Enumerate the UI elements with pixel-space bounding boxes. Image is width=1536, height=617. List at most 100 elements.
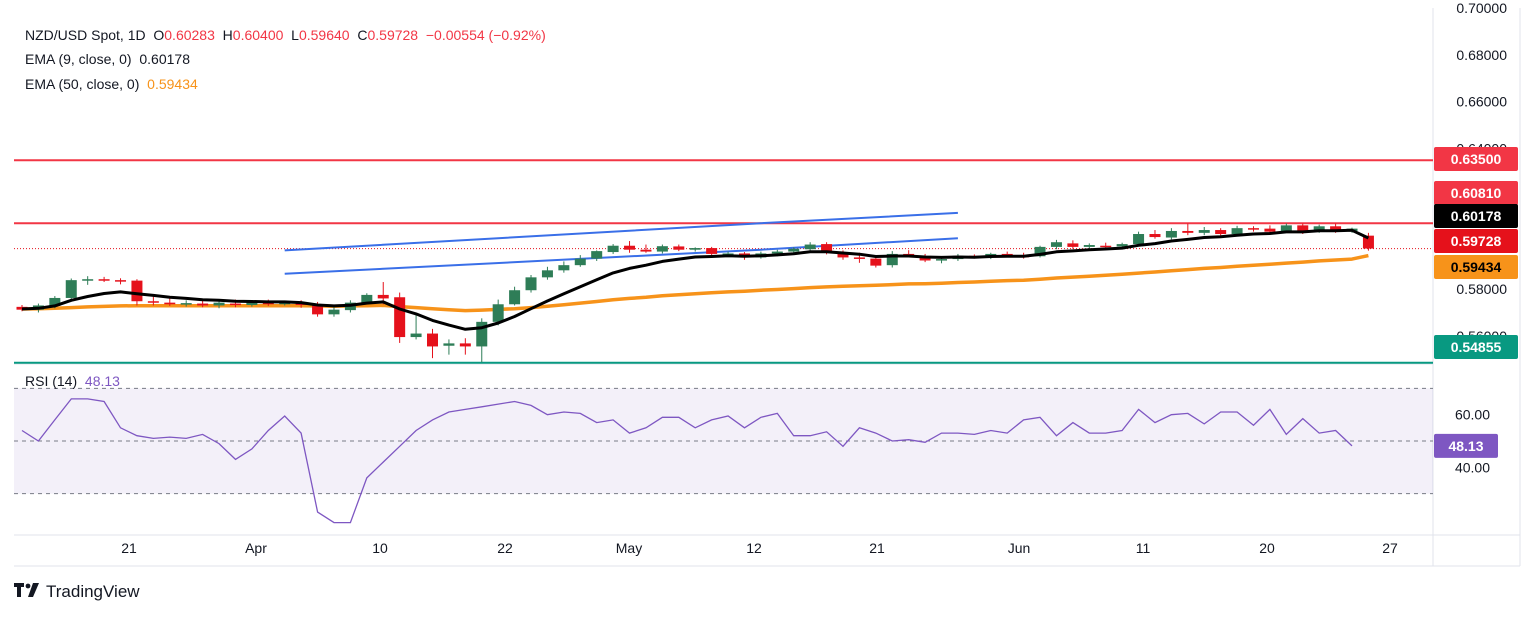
candle	[147, 296, 159, 306]
candle-body	[640, 249, 652, 252]
rsi-band	[14, 388, 1433, 494]
rsi-legend-value: 48.13	[84, 373, 120, 389]
price-badge-bg	[1434, 181, 1518, 205]
channel-upper-line[interactable]	[284, 211, 958, 252]
candle-body	[853, 257, 865, 259]
legend-high: 0.60400	[232, 27, 284, 43]
price-badge-label: 0.60810	[1451, 185, 1502, 201]
price-badge-label: 0.60178	[1451, 208, 1502, 224]
candle	[607, 244, 619, 254]
candle-body	[262, 302, 274, 305]
candle	[574, 255, 586, 267]
candle-body	[1330, 226, 1342, 231]
candle-body	[49, 297, 61, 306]
candle	[525, 275, 537, 293]
price-tick-label: 0.66000	[1456, 94, 1507, 110]
candle-body	[656, 246, 668, 252]
price-badge: 0.63500	[1434, 147, 1518, 171]
candle-body	[558, 265, 570, 271]
candle	[1050, 239, 1062, 250]
candle-body	[509, 290, 521, 305]
candle	[656, 244, 668, 254]
candle-body	[525, 277, 537, 291]
candle	[164, 298, 176, 306]
channel-lower-line[interactable]	[284, 237, 958, 275]
price-badge: 0.59728	[1434, 229, 1518, 253]
candle	[624, 241, 636, 253]
price-badge-bg	[1434, 229, 1518, 253]
candle	[197, 300, 209, 308]
candle-body	[1280, 225, 1292, 232]
time-tick-label: Apr	[245, 540, 267, 556]
trend-channel[interactable]	[284, 211, 958, 275]
candle-body	[229, 303, 241, 306]
candle-body	[771, 251, 783, 254]
candle	[476, 318, 488, 363]
tradingview-logo-icon	[14, 582, 40, 602]
candle	[115, 278, 127, 285]
rsi-pane	[14, 387, 1433, 524]
candle-body	[147, 301, 159, 303]
rsi-tick-label: 60.00	[1455, 407, 1490, 423]
candle	[509, 286, 521, 306]
candle-body	[1264, 228, 1276, 232]
ema9-layer	[21, 228, 1370, 331]
candle-body	[541, 270, 553, 278]
candle-body	[1362, 235, 1374, 249]
legend-open-label: O	[153, 27, 165, 43]
legend-low: 0.59640	[298, 27, 350, 43]
candle-body	[394, 297, 406, 338]
candle-body	[476, 321, 488, 347]
rsi-badge: 48.13	[1434, 433, 1498, 458]
candle-body	[312, 304, 324, 315]
candle-body	[936, 259, 948, 261]
candle-body	[1067, 243, 1079, 247]
legend-ema50-value: 0.59434	[147, 76, 198, 92]
candle	[82, 276, 94, 285]
candle-body	[1182, 230, 1194, 233]
candle-body	[98, 279, 110, 281]
candle-body	[673, 246, 685, 250]
candle-body	[328, 309, 340, 315]
price-badge-bg	[1434, 335, 1518, 359]
candle-body	[115, 280, 127, 282]
time-tick-label: 21	[121, 540, 137, 556]
candle	[1149, 230, 1161, 239]
price-badge-label: 0.63500	[1451, 151, 1502, 167]
candle	[1264, 225, 1276, 234]
candle-body	[1165, 230, 1177, 238]
legend-ema50: EMA (50, close, 0) 0.59434	[25, 76, 198, 92]
price-badges: 0.63500 0.60810 0.60178 0.59728 0.59434 0.548…	[1434, 147, 1518, 458]
candle	[328, 305, 340, 317]
candle-body	[131, 280, 143, 302]
candle	[427, 328, 438, 359]
candle	[1198, 226, 1210, 236]
candle	[98, 276, 110, 283]
candle-body	[459, 343, 471, 347]
candle	[1215, 228, 1227, 237]
candle-body	[821, 244, 833, 253]
candle	[558, 261, 570, 273]
candle-body	[886, 253, 898, 266]
candle	[886, 251, 898, 268]
candle-body	[213, 302, 225, 306]
legend-change: −0.00554 (−0.92%)	[425, 27, 546, 43]
legend-high-label: H	[222, 27, 233, 43]
rsi-legend: RSI (14) 48.13	[25, 373, 120, 389]
tradingview-brand[interactable]: TradingView	[14, 582, 140, 602]
candle	[180, 300, 192, 307]
candle-body	[1231, 228, 1243, 235]
candle	[1165, 228, 1177, 240]
candle	[640, 244, 652, 253]
time-tick-label: 20	[1259, 540, 1275, 556]
legend-ema9-value: 0.60178	[139, 51, 190, 67]
candle-body	[624, 245, 636, 250]
time-tick-label: May	[616, 540, 642, 556]
legend-ema50-label: EMA (50, close, 0)	[25, 76, 140, 92]
time-tick-label: 21	[869, 540, 885, 556]
time-tick-label: 10	[372, 540, 388, 556]
time-tick-label: 27	[1382, 540, 1398, 556]
price-badge-bg	[1434, 255, 1518, 279]
legend-low-label: L	[291, 27, 299, 43]
